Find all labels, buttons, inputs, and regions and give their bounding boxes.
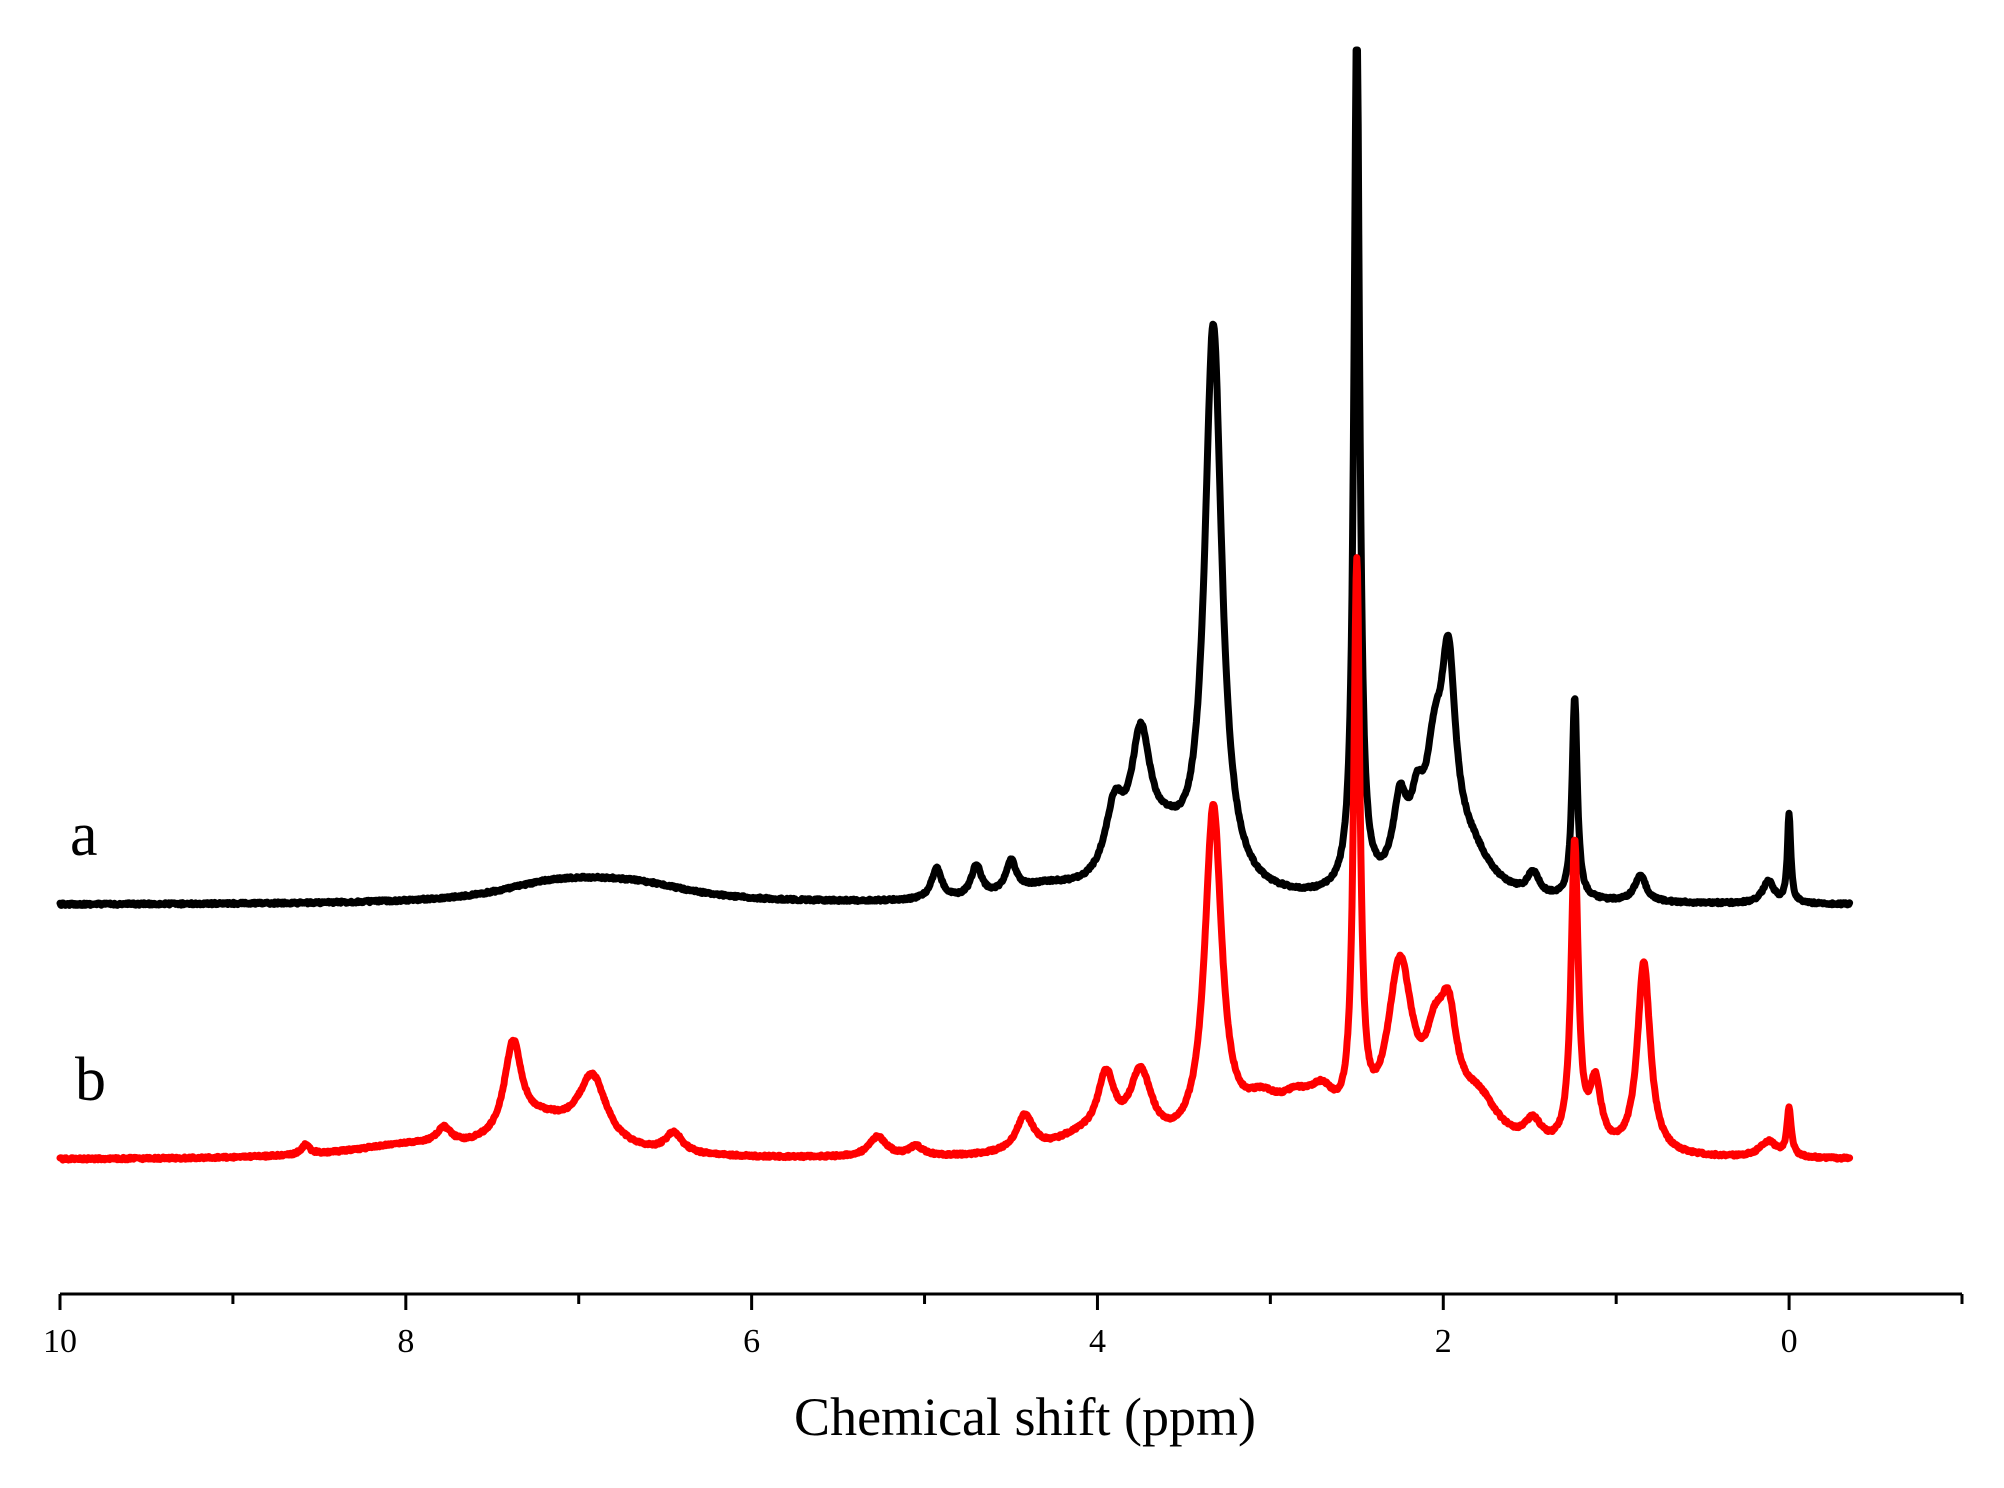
- x-axis-ticks: 10 8 6 4 2 0: [43, 1294, 1964, 1360]
- x-tick-label: 10: [43, 1323, 77, 1360]
- x-tick-label: 8: [397, 1323, 414, 1360]
- series-a-label: a: [70, 801, 98, 869]
- x-tick-label: 4: [1089, 1323, 1106, 1360]
- series-b-line: [56, 554, 1854, 1164]
- x-tick-label: 0: [1781, 1323, 1798, 1360]
- x-axis-title: Chemical shift (ppm): [794, 1387, 1256, 1447]
- series-b-label: b: [75, 1046, 106, 1114]
- x-tick-label: 6: [743, 1323, 760, 1360]
- series-a-line: [56, 46, 1854, 909]
- plot-area: [56, 46, 1854, 1164]
- x-tick-label: 2: [1435, 1323, 1452, 1360]
